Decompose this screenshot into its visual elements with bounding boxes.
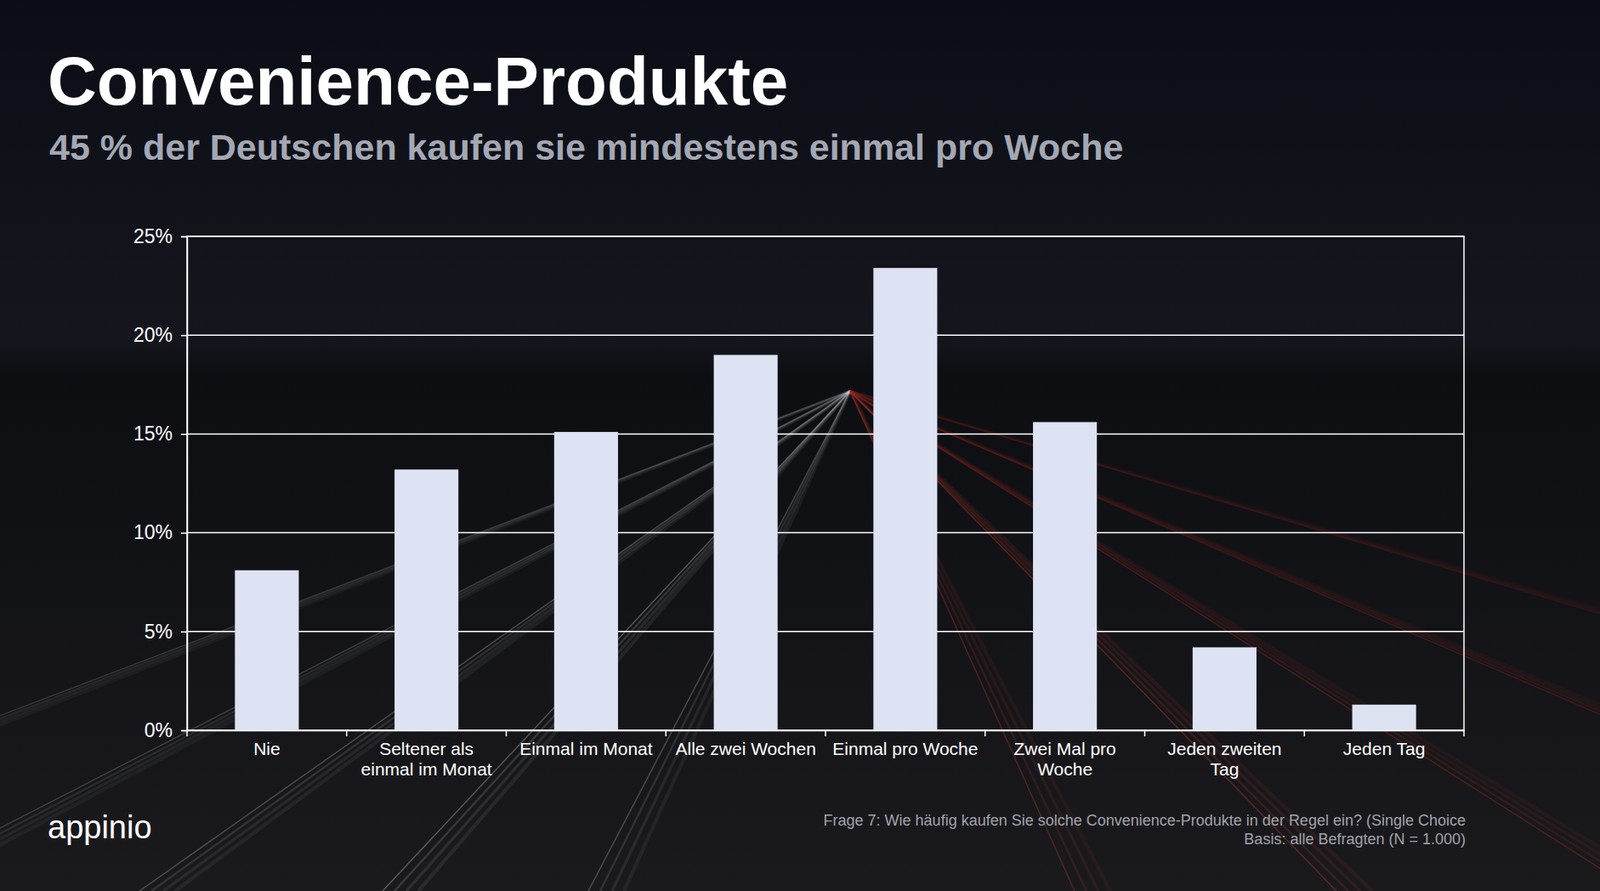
x-tick: Alle zwei Wochen <box>675 730 816 759</box>
y-axis-line <box>181 237 188 732</box>
x-tick: Nie <box>253 730 281 759</box>
bar <box>234 570 299 731</box>
bar <box>714 354 778 731</box>
y-tick-mark <box>181 631 188 634</box>
y-tick-mark <box>181 730 188 732</box>
x-tick-label: Nie <box>253 738 281 759</box>
bar <box>1352 704 1417 731</box>
footnote-line: Basis: alle Befragten (N = 1.000) <box>1243 830 1466 848</box>
y-tick-label: 10% <box>133 521 173 544</box>
y-tick-label: 15% <box>133 422 173 445</box>
logo: appinio <box>47 809 153 846</box>
chart: Convenience-Produkte 45 % der Deutschen k… <box>0 0 1600 891</box>
y-tick: 10% <box>133 521 188 544</box>
y-tick: 0% <box>144 719 188 742</box>
light-streak <box>382 391 851 891</box>
x-tick-label: Jeden Tag <box>1343 738 1426 759</box>
y-tick: 5% <box>144 620 188 643</box>
y-tick-label: 20% <box>133 323 173 347</box>
category-separator <box>1463 730 1465 737</box>
x-tick: Zwei Mal proWoche <box>1014 730 1117 779</box>
footnote: Frage 7: Wie häufig kaufen Sie solche Co… <box>823 811 1466 848</box>
category-separator <box>346 730 348 737</box>
bar <box>873 267 937 731</box>
category-separator <box>824 730 827 737</box>
title: Convenience-Produkte <box>47 43 789 120</box>
light-streak <box>394 391 851 891</box>
y-tick-mark <box>181 433 188 436</box>
y-tick-label: 0% <box>144 719 173 742</box>
y-tick-mark <box>181 532 188 534</box>
light-streak <box>406 391 851 891</box>
background-road <box>0 391 1600 891</box>
x-axis: Nie Seltener alseinmal im Monat Einmal im … <box>187 730 1465 779</box>
y-tick: 25% <box>133 225 188 248</box>
footnote-line: Frage 7: Wie häufig kaufen Sie solche Co… <box>823 811 1466 829</box>
grid-line <box>187 630 1464 633</box>
category-separator <box>1304 730 1306 737</box>
category-separator <box>984 730 987 737</box>
x-tick-label: Zwei Mal proWoche <box>1014 738 1117 779</box>
x-tick: Jeden Tag <box>1343 730 1426 759</box>
x-tick: Seltener alseinmal im Monat <box>361 730 493 779</box>
category-separator <box>505 730 508 737</box>
y-tick-label: 5% <box>144 620 173 643</box>
x-tick-label: Einmal im Monat <box>519 738 653 759</box>
category-separator <box>1144 730 1147 737</box>
category-separator <box>665 730 668 737</box>
grid-line <box>187 334 1464 336</box>
x-tick-label: Jeden zweitenTag <box>1167 738 1282 779</box>
grid-line <box>187 433 1464 436</box>
grid-line <box>187 532 1464 534</box>
y-axis: 0% 5% 10% 15% 20% 25% <box>133 225 188 742</box>
light-streak <box>418 391 851 891</box>
y-tick: 20% <box>133 323 188 347</box>
bar <box>554 431 619 731</box>
y-tick-mark <box>181 236 188 239</box>
category-separator <box>186 730 188 737</box>
x-tick: Jeden zweitenTag <box>1167 730 1282 779</box>
bars <box>234 267 1416 731</box>
bar <box>1192 646 1257 731</box>
y-tick: 15% <box>133 422 188 445</box>
x-tick: Einmal pro Woche <box>832 730 978 759</box>
background <box>0 0 1600 891</box>
x-tick: Einmal im Monat <box>519 730 653 759</box>
bar <box>1032 421 1097 731</box>
y-tick-label: 25% <box>133 225 173 248</box>
bar <box>394 469 459 731</box>
x-tick-label: Alle zwei Wochen <box>675 738 816 759</box>
y-tick-mark <box>181 334 188 337</box>
subtitle: 45 % der Deutschen kaufen sie mindestens… <box>49 126 1124 168</box>
plot-frame <box>187 236 1464 731</box>
x-tick-label: Seltener alseinmal im Monat <box>361 738 493 779</box>
grid <box>187 236 1464 731</box>
x-tick-label: Einmal pro Woche <box>832 738 978 759</box>
category-separators <box>187 730 1464 737</box>
